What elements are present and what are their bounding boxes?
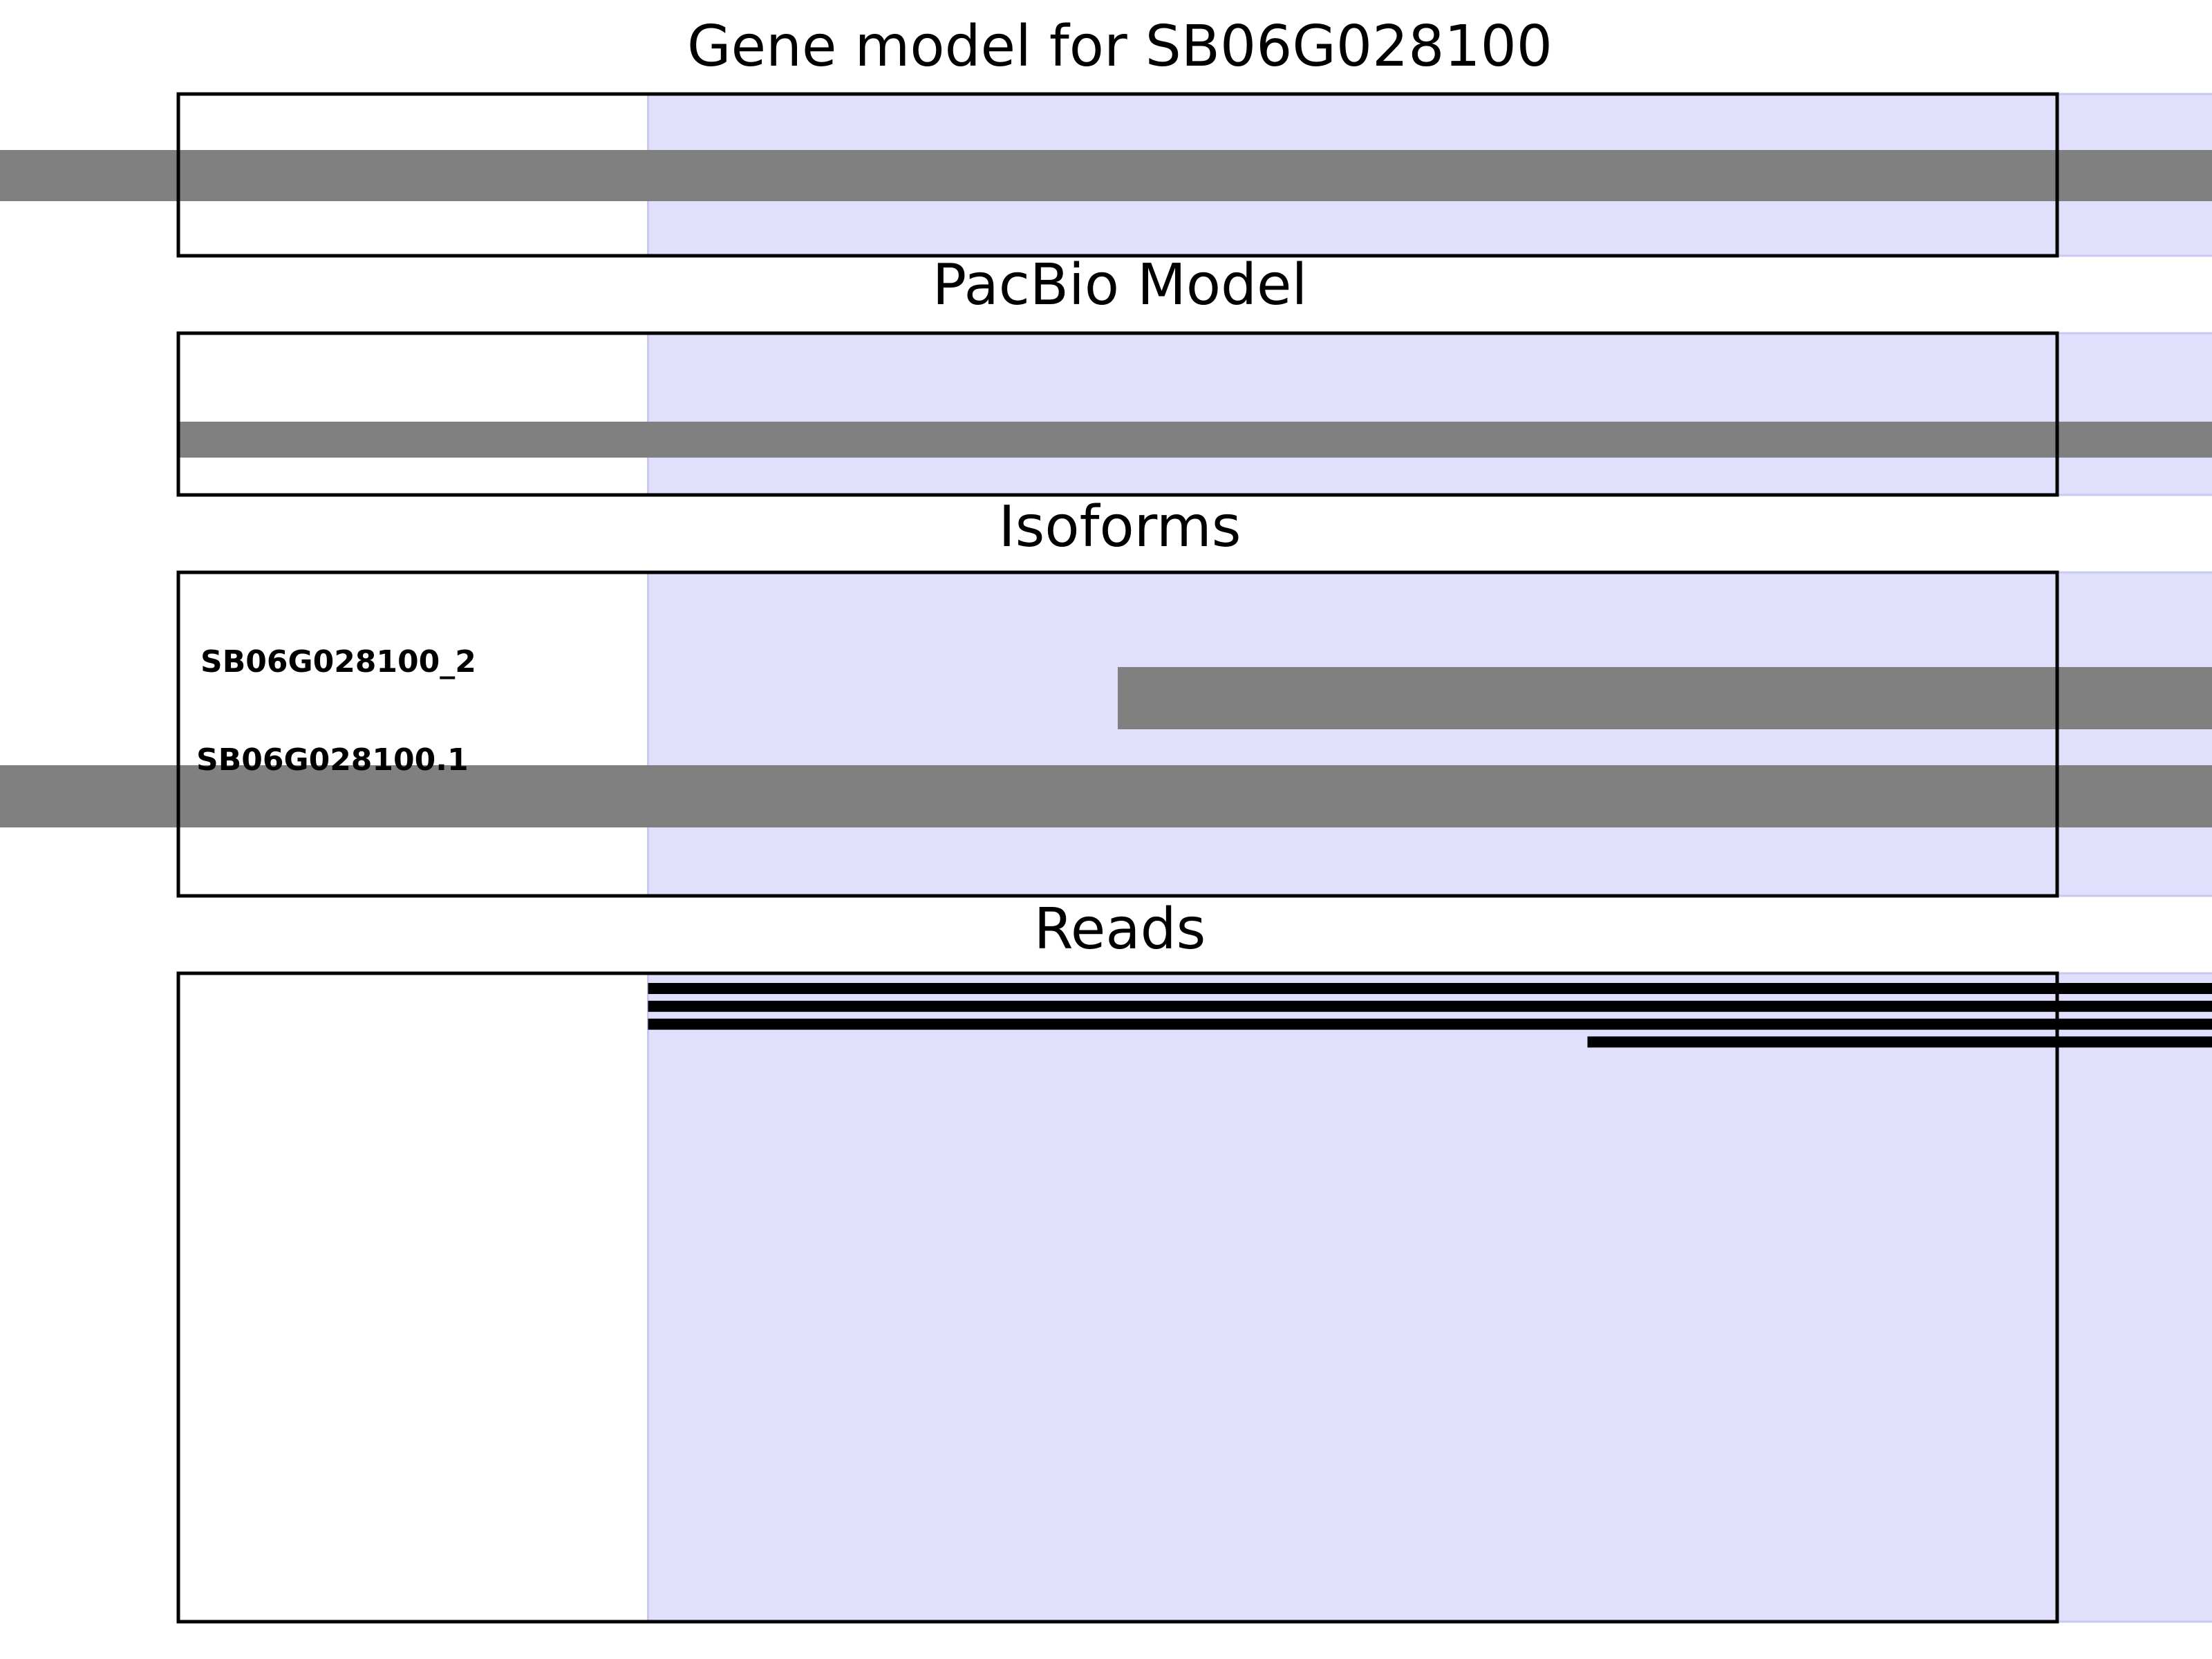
exon-arrow (178, 422, 2212, 458)
exon-highlight-band (647, 571, 2212, 897)
panel-title-pacbio-model: PacBio Model (932, 252, 1308, 318)
panel-title-reads: Reads (1034, 897, 1206, 962)
read-block (648, 983, 2212, 994)
isoform-label: SB06G028100.1 (196, 742, 469, 778)
panel-title-isoforms: Isoforms (999, 494, 1241, 560)
panel-reads: Reads (176, 897, 2212, 1624)
exon-arrow (1118, 667, 2212, 729)
isoform-label: SB06G028100_2 (200, 644, 476, 679)
exon-arrow (0, 150, 2212, 201)
panel-gene-model: Gene model for SB06G028100 (0, 14, 2212, 258)
panel-frame-isoforms (176, 570, 2059, 898)
panel-title-gene-model: Gene model for SB06G028100 (687, 14, 1553, 79)
panel-frame-pacbio-model (176, 331, 2059, 497)
panel-isoforms: Isoforms SB06G028100_2 SB06G028100.1 (0, 494, 2212, 898)
read-block (1587, 1036, 2212, 1048)
read-block (648, 1000, 2212, 1012)
panel-frame-reads (176, 971, 2059, 1624)
panel-pacbio-model: PacBio Model (176, 252, 2212, 497)
exon-highlight-band (647, 972, 2212, 1623)
panel-frame-gene-model (176, 92, 2059, 258)
exon-arrow (0, 765, 2212, 827)
read-block (648, 1018, 2212, 1030)
exon-highlight-band (647, 332, 2212, 496)
